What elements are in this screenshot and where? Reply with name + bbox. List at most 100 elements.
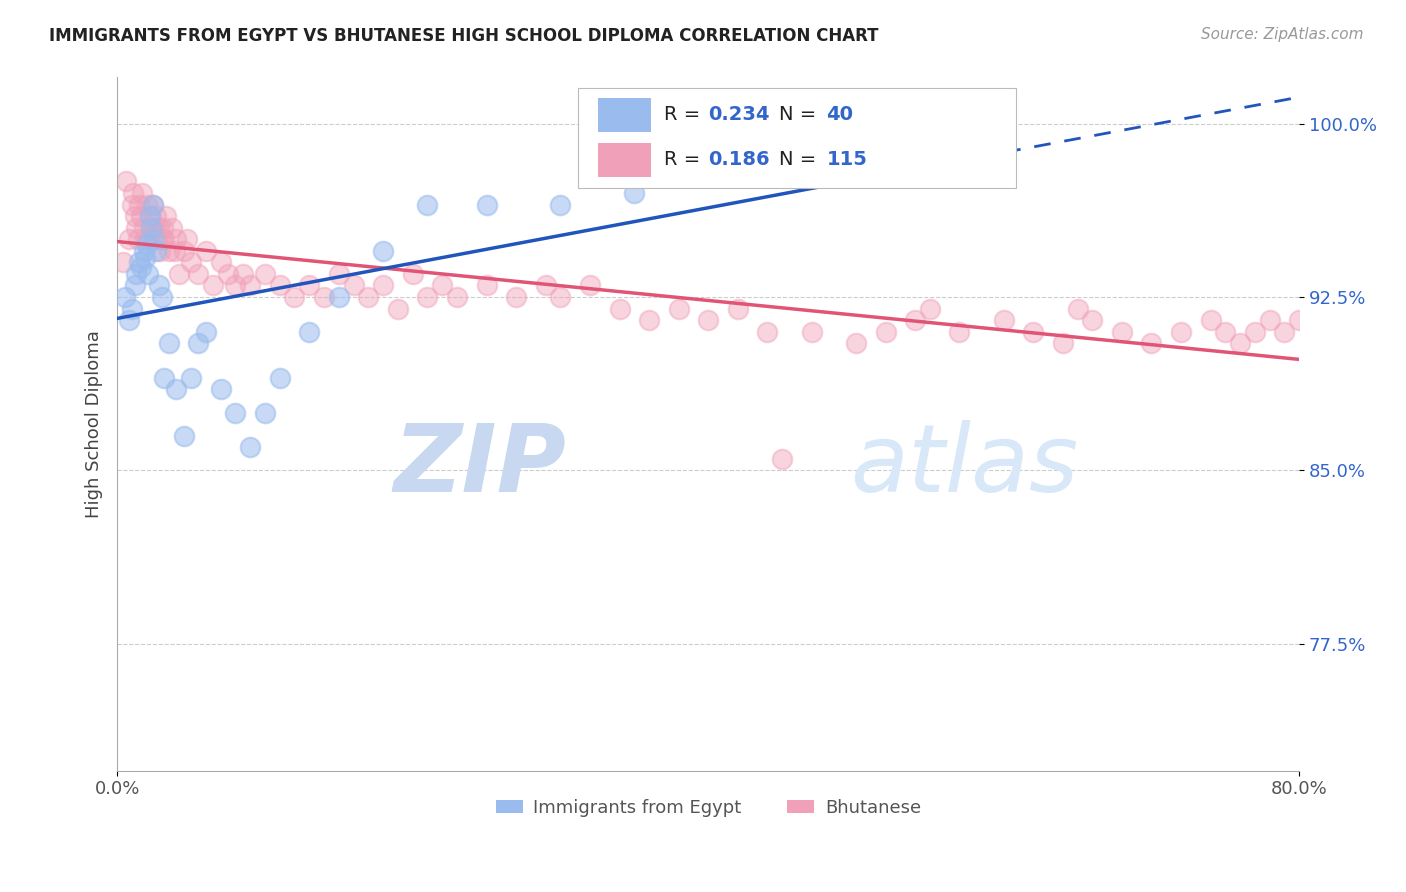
Y-axis label: High School Diploma: High School Diploma — [86, 330, 103, 518]
Text: Source: ZipAtlas.com: Source: ZipAtlas.com — [1201, 27, 1364, 42]
Point — [875, 325, 897, 339]
Point — [194, 325, 217, 339]
Text: R =: R = — [665, 151, 707, 169]
Point — [135, 197, 157, 211]
Point — [128, 255, 150, 269]
Point — [1022, 325, 1045, 339]
Text: ZIP: ZIP — [394, 419, 567, 512]
Point — [1288, 313, 1310, 327]
Point — [132, 244, 155, 258]
Point — [118, 232, 141, 246]
Point — [202, 278, 225, 293]
Point — [948, 325, 970, 339]
Point — [253, 405, 276, 419]
Point — [165, 232, 187, 246]
Point — [153, 371, 176, 385]
Point — [387, 301, 409, 316]
Point — [963, 162, 986, 177]
Point — [357, 290, 380, 304]
Point — [138, 209, 160, 223]
Point — [194, 244, 217, 258]
Point — [638, 313, 661, 327]
Point — [136, 232, 159, 246]
Point — [145, 244, 167, 258]
Point — [131, 186, 153, 200]
FancyBboxPatch shape — [599, 98, 651, 131]
Point — [124, 209, 146, 223]
Point — [253, 267, 276, 281]
Point — [129, 209, 152, 223]
Point — [187, 336, 209, 351]
Point — [1199, 313, 1222, 327]
Point — [1258, 313, 1281, 327]
Point — [155, 209, 177, 223]
Point — [993, 313, 1015, 327]
Point — [180, 255, 202, 269]
Point — [138, 209, 160, 223]
Text: 40: 40 — [827, 105, 853, 124]
Point — [121, 301, 143, 316]
Point — [432, 278, 454, 293]
FancyBboxPatch shape — [599, 144, 651, 177]
Point — [475, 197, 498, 211]
Point — [114, 290, 136, 304]
Text: 115: 115 — [827, 151, 868, 169]
Point — [550, 197, 572, 211]
Point — [609, 301, 631, 316]
Point — [800, 325, 823, 339]
Point — [150, 290, 173, 304]
Point — [623, 186, 645, 200]
Point — [1170, 325, 1192, 339]
Point — [1244, 325, 1267, 339]
Point — [298, 278, 321, 293]
Point — [402, 267, 425, 281]
Point — [505, 290, 527, 304]
Point — [1274, 325, 1296, 339]
Point — [118, 313, 141, 327]
Point — [173, 244, 195, 258]
Point — [209, 255, 232, 269]
Point — [125, 220, 148, 235]
Point — [550, 290, 572, 304]
Point — [312, 290, 335, 304]
Point — [142, 197, 165, 211]
Point — [121, 197, 143, 211]
Point — [1215, 325, 1237, 339]
Point — [727, 301, 749, 316]
Point — [125, 267, 148, 281]
Point — [1066, 301, 1088, 316]
Point — [534, 278, 557, 293]
Point — [135, 236, 157, 251]
Text: atlas: atlas — [851, 420, 1078, 511]
Point — [224, 278, 246, 293]
Point — [328, 267, 350, 281]
Text: R =: R = — [665, 105, 707, 124]
Point — [145, 209, 167, 223]
Point — [328, 290, 350, 304]
Point — [298, 325, 321, 339]
Point — [143, 232, 166, 246]
Point — [727, 162, 749, 177]
Point — [167, 267, 190, 281]
Text: N =: N = — [779, 151, 823, 169]
Point — [128, 197, 150, 211]
Text: 0.186: 0.186 — [709, 151, 770, 169]
Point — [163, 244, 186, 258]
Point — [148, 278, 170, 293]
Point — [136, 267, 159, 281]
Point — [173, 428, 195, 442]
Point — [269, 278, 291, 293]
Point — [142, 197, 165, 211]
Point — [134, 251, 156, 265]
Point — [1111, 325, 1133, 339]
Point — [127, 232, 149, 246]
Point — [845, 151, 868, 165]
Point — [143, 220, 166, 235]
Point — [904, 313, 927, 327]
Point — [153, 232, 176, 246]
Point — [579, 278, 602, 293]
Point — [697, 313, 720, 327]
Point — [446, 290, 468, 304]
Point — [115, 174, 138, 188]
Point — [1081, 313, 1104, 327]
